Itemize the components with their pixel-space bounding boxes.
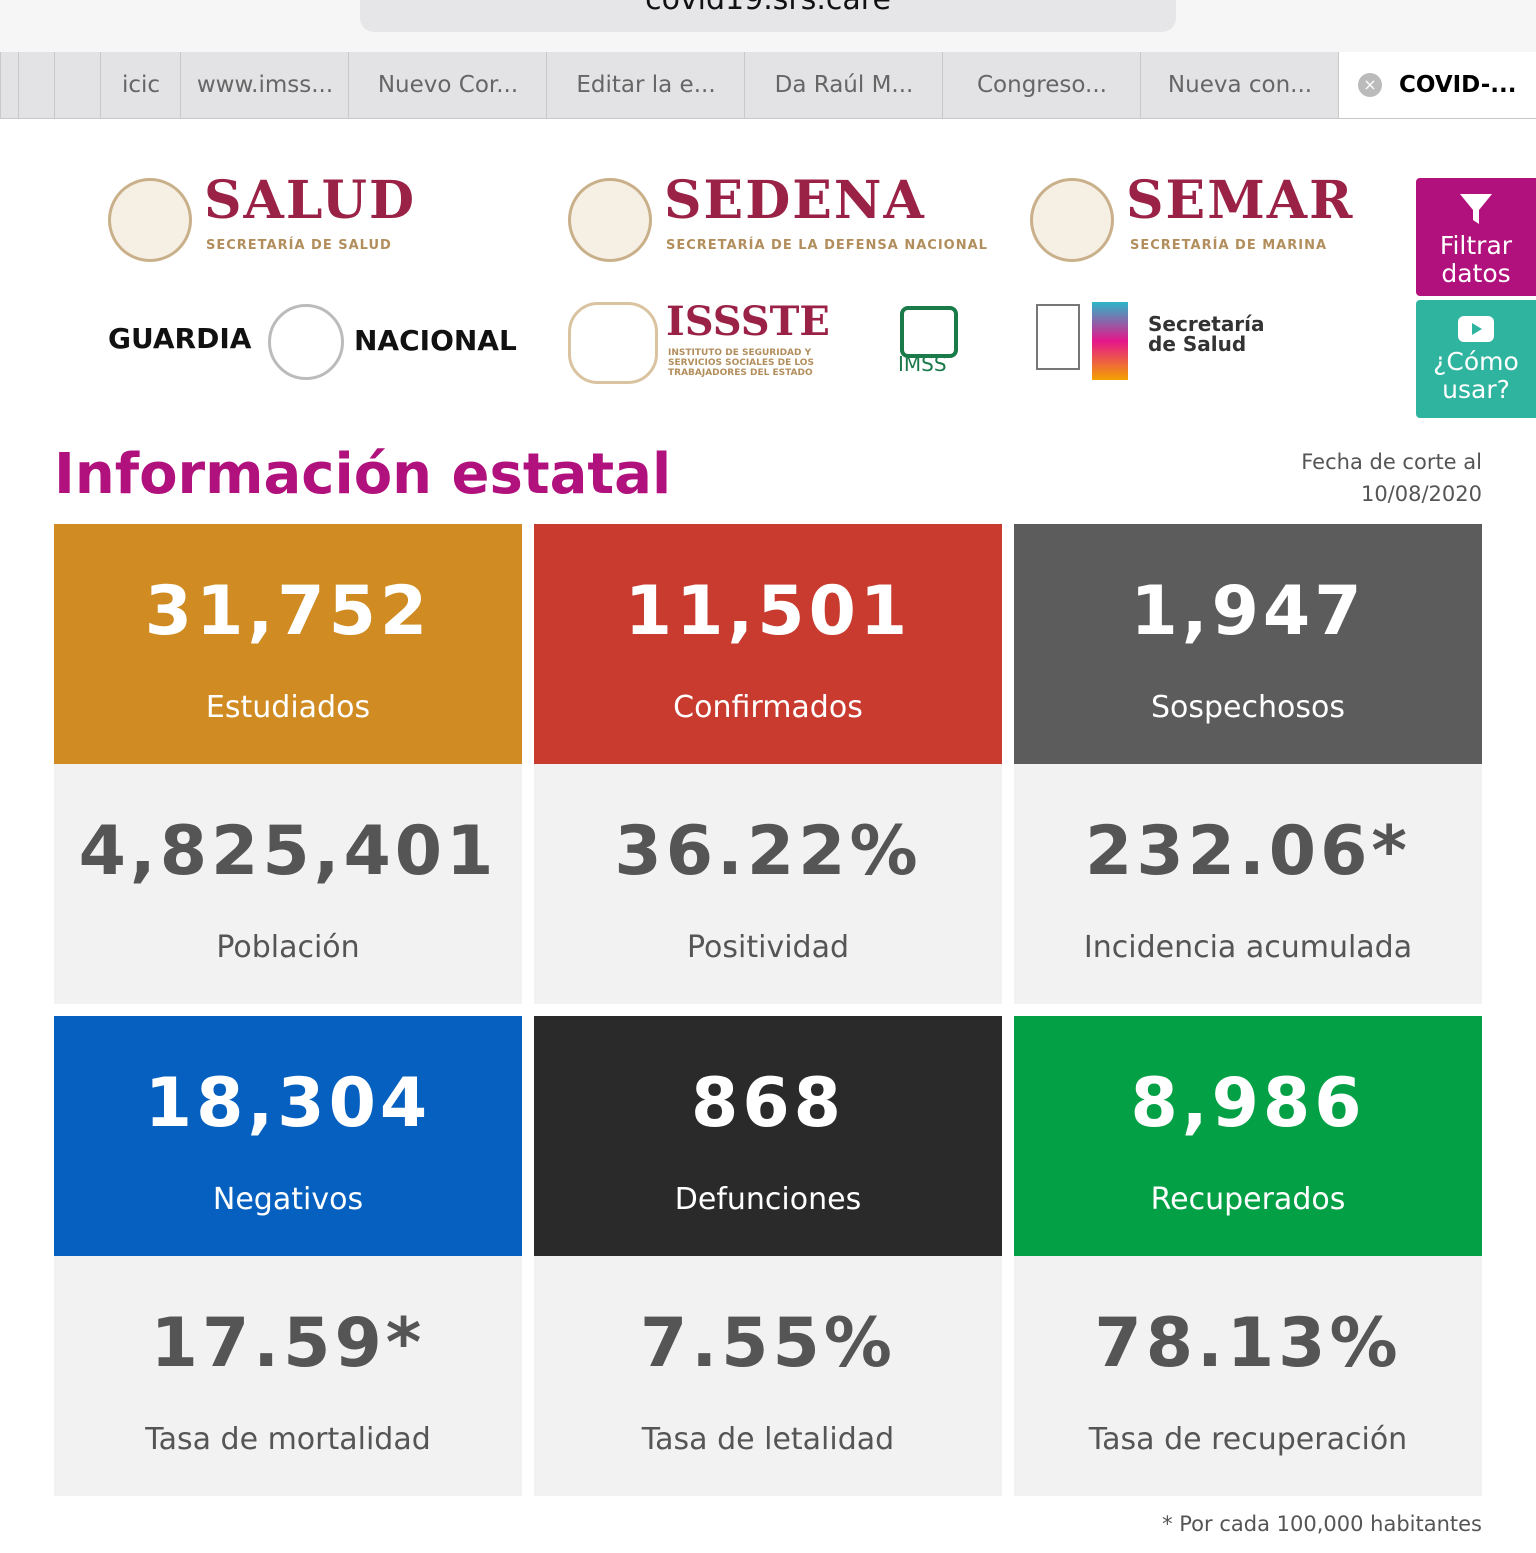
logo-subtitle: INSTITUTO DE SEGURIDAD Y SERVICIOS SOCIA… [668,348,814,378]
tab[interactable]: icic [100,52,181,118]
detail-label: Tasa de letalidad [641,1422,895,1457]
stat-value: 868 [691,1064,845,1143]
tab[interactable]: Nueva con... [1140,52,1339,118]
emblem [568,302,658,384]
filter-button[interactable]: Filtrar datos [1416,178,1536,296]
detail-card: 17.59* Tasa de mortalidad [54,1256,522,1496]
logo-name: ISSSTE [666,298,830,345]
stat-label: Sospechosos [1150,690,1345,725]
tab[interactable]: Congreso... [942,52,1141,118]
stat-label: Confirmados [673,690,863,725]
detail-label: Positividad [687,930,849,965]
logo-name: GUARDIA [108,322,252,355]
emblem [568,178,652,262]
emblem [268,304,344,380]
logo-name: NACIONAL [354,324,517,357]
stat-card: 18,304 Negativos [54,1016,522,1256]
tab[interactable] [18,52,55,118]
stat-card: 31,752 Estudiados [54,524,522,764]
logo-name: SALUD [204,170,417,231]
stat-label: Defunciones [674,1182,862,1217]
tab[interactable]: Editar la e... [546,52,745,118]
emblem [1030,178,1114,262]
logo-subtitle: SECRETARÍA DE LA DEFENSA NACIONAL [666,238,988,253]
logo-name: SEMAR [1126,170,1355,231]
stat-value: 31,752 [144,572,432,651]
tab-bar: icic www.imss... Nuevo Cor... Editar la e..… [0,52,1536,119]
detail-card: 36.22% Positividad [534,764,1002,1004]
detail-label: Población [216,930,360,965]
stat-value: 8,986 [1130,1064,1366,1143]
detail-label: Incidencia acumulada [1083,930,1413,965]
emblem [1092,302,1128,380]
detail-card: 232.06* Incidencia acumulada [1014,764,1482,1004]
logo-subtitle: SECRETARÍA DE MARINA [1130,238,1328,253]
stat-label: Estudiados [205,690,371,725]
detail-card: 78.13% Tasa de recuperación [1014,1256,1482,1496]
stat-card: 8,986 Recuperados [1014,1016,1482,1256]
date: 10/08/2020 [1360,482,1482,506]
stat-card: 1,947 Sospechosos [1014,524,1482,764]
logo-name: Secretaría de Salud [1148,312,1265,356]
detail-label: Tasa de mortalidad [145,1422,431,1457]
logo-name: IMSS [898,352,947,376]
filter-icon [1460,194,1492,224]
button-label: ¿Cómo usar? [1433,347,1519,404]
stat-label: Recuperados [1150,1182,1346,1217]
play-icon [1458,316,1494,342]
detail-value: 4,825,401 [78,812,498,891]
tab[interactable]: Da Raúl M... [744,52,943,118]
stat-card: 868 Defunciones [534,1016,1002,1256]
stat-value: 11,501 [624,572,912,651]
stat-card: 11,501 Confirmados [534,524,1002,764]
detail-value: 7.55% [640,1304,896,1383]
section-title: Información estatal [54,442,672,507]
tab[interactable] [0,52,19,118]
cutoff-date: Fecha de corte al 10/08/2020 [1301,446,1482,510]
footnote: * Por cada 100,000 habitantes [1162,1512,1482,1536]
detail-value: 232.06* [1085,812,1411,891]
close-tab-icon[interactable]: × [1358,73,1382,97]
emblem [900,306,958,358]
emblem [1036,304,1080,370]
detail-label: Tasa de recuperación [1088,1422,1408,1457]
detail-value: 36.22% [614,812,922,891]
stat-value: 18,304 [144,1064,432,1143]
tab[interactable]: Nuevo Cor... [348,52,547,118]
tab[interactable]: www.imss... [180,52,349,118]
detail-card: 4,825,401 Población [54,764,522,1004]
emblem [108,178,192,262]
help-button[interactable]: ¿Cómo usar? [1416,300,1536,418]
url-bar[interactable]: covid19.srs.care [360,0,1176,32]
tab[interactable] [54,52,101,118]
browser-toolbar: covid19.srs.care [0,0,1536,52]
logo-subtitle: SECRETARÍA DE SALUD [206,238,392,253]
detail-value: 78.13% [1094,1304,1402,1383]
stat-value: 1,947 [1130,572,1366,651]
detail-card: 7.55% Tasa de letalidad [534,1256,1002,1496]
date-caption: Fecha de corte al [1301,450,1482,474]
button-label: Filtrar datos [1439,231,1513,288]
detail-value: 17.59* [150,1304,426,1383]
stat-label: Negativos [212,1182,364,1217]
logo-name: SEDENA [664,170,926,231]
